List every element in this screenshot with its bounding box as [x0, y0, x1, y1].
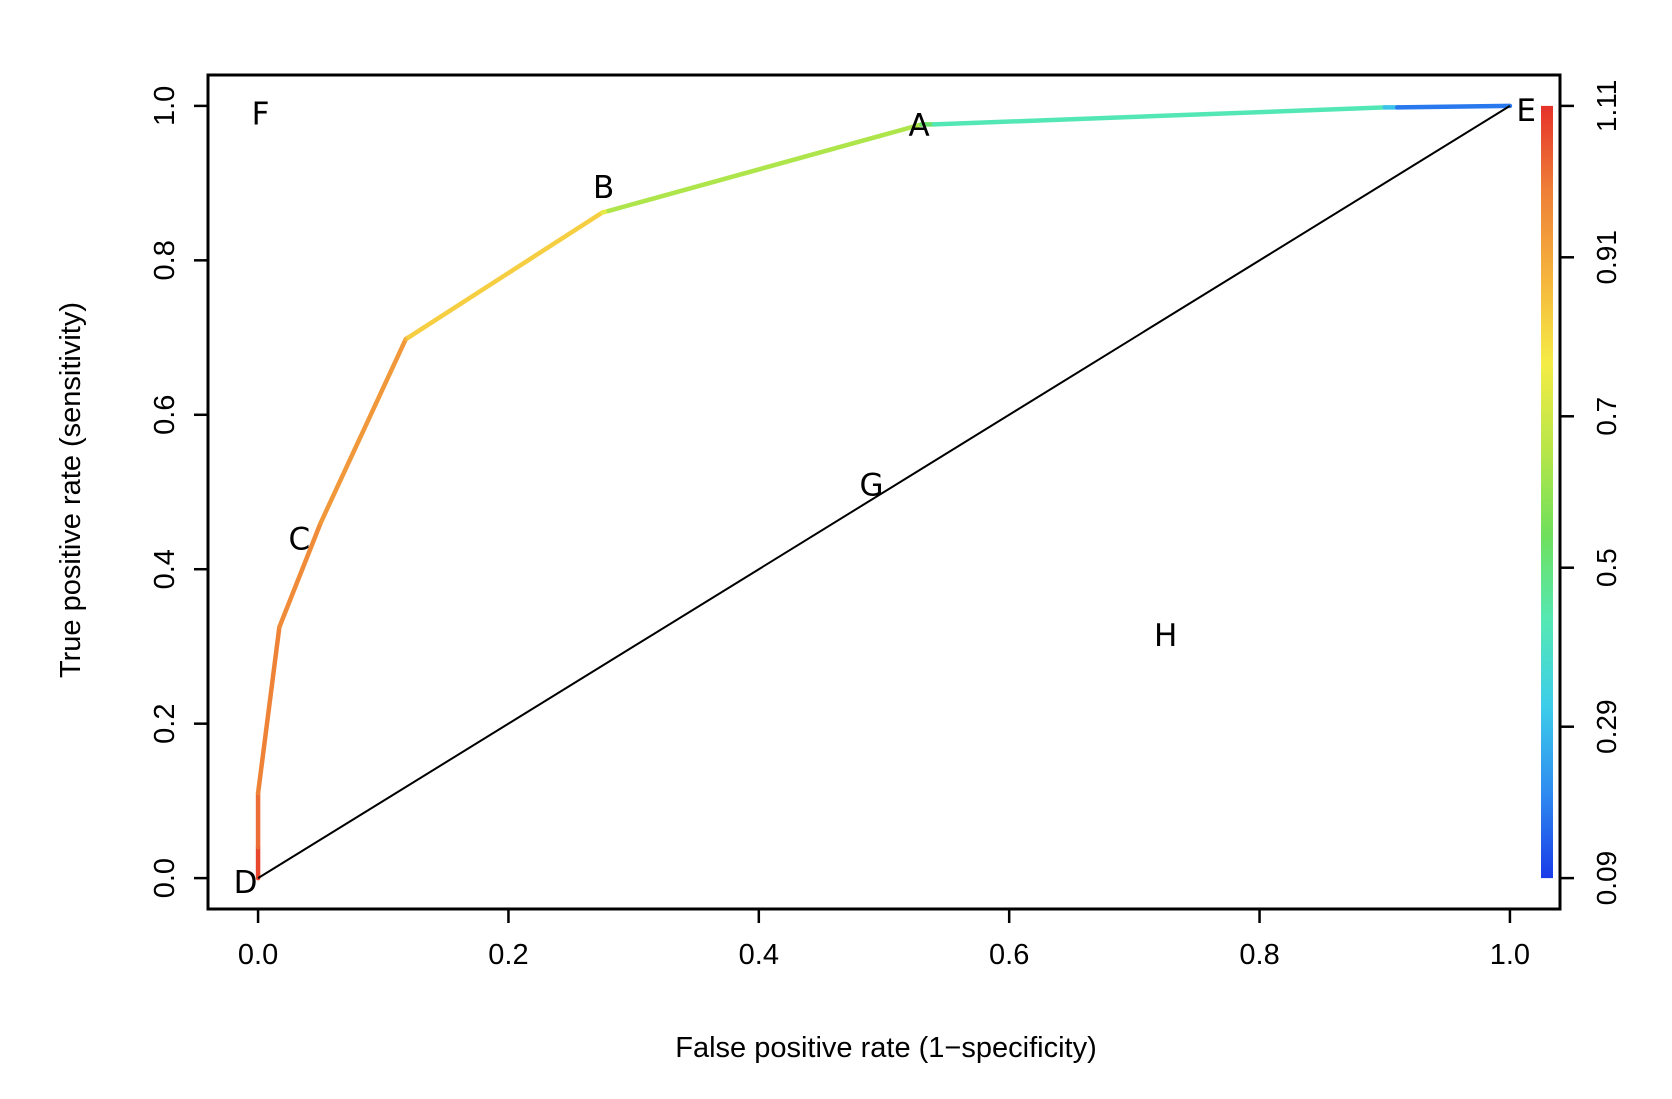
- roc-curve-segment: [606, 122, 924, 214]
- x-tick-label: 0.8: [1239, 939, 1279, 971]
- point-label-a: A: [908, 108, 929, 144]
- colorbar-tick-label: 0.91: [1591, 230, 1622, 285]
- roc-curve-segment: [318, 336, 409, 526]
- point-label-b: B: [593, 170, 614, 206]
- point-label-d: D: [234, 865, 258, 901]
- point-label-e: E: [1516, 93, 1536, 129]
- y-tick-label: 0.2: [149, 704, 181, 744]
- point-label-h: H: [1154, 618, 1177, 654]
- point-label-c: C: [289, 521, 311, 557]
- plot-frame: [206, 73, 1562, 911]
- colorbar-tick-label: 0.29: [1591, 699, 1622, 754]
- x-tick-label: 0.0: [238, 939, 278, 971]
- chance-diagonal-line: [257, 105, 1511, 879]
- y-tick-label: 1.0: [149, 86, 181, 126]
- y-tick-label: 0.4: [149, 549, 181, 589]
- x-tick-label: 0.6: [989, 939, 1029, 971]
- colorbar-tick-label: 0.09: [1591, 851, 1622, 906]
- colorbar-scale: [1541, 105, 1553, 879]
- colorbar-tick-label: 0.5: [1591, 548, 1622, 587]
- roc-curve-segment: [277, 520, 323, 630]
- roc-curve-segment: [931, 105, 1387, 127]
- x-axis-title: False positive rate (1−specificity): [675, 1032, 1096, 1064]
- point-label-f: F: [252, 97, 270, 133]
- colorbar-tick-label: 1.11: [1591, 80, 1622, 132]
- roc-curve-segment: [1395, 103, 1513, 110]
- colorbar-tick-label: 0.7: [1591, 397, 1622, 436]
- x-tick-label: 0.2: [488, 939, 528, 971]
- y-axis-title: True positive rate (sensitivity): [55, 302, 87, 678]
- roc-curve-segment: [406, 210, 605, 340]
- y-tick-label: 0.6: [149, 395, 181, 435]
- x-tick-label: 0.4: [739, 939, 779, 971]
- x-tick-label: 1.0: [1490, 939, 1530, 971]
- roc-curve-segment: [255, 624, 282, 796]
- point-label-g: G: [859, 467, 883, 503]
- y-tick-label: 0.0: [149, 858, 181, 898]
- y-tick-label: 0.8: [149, 240, 181, 280]
